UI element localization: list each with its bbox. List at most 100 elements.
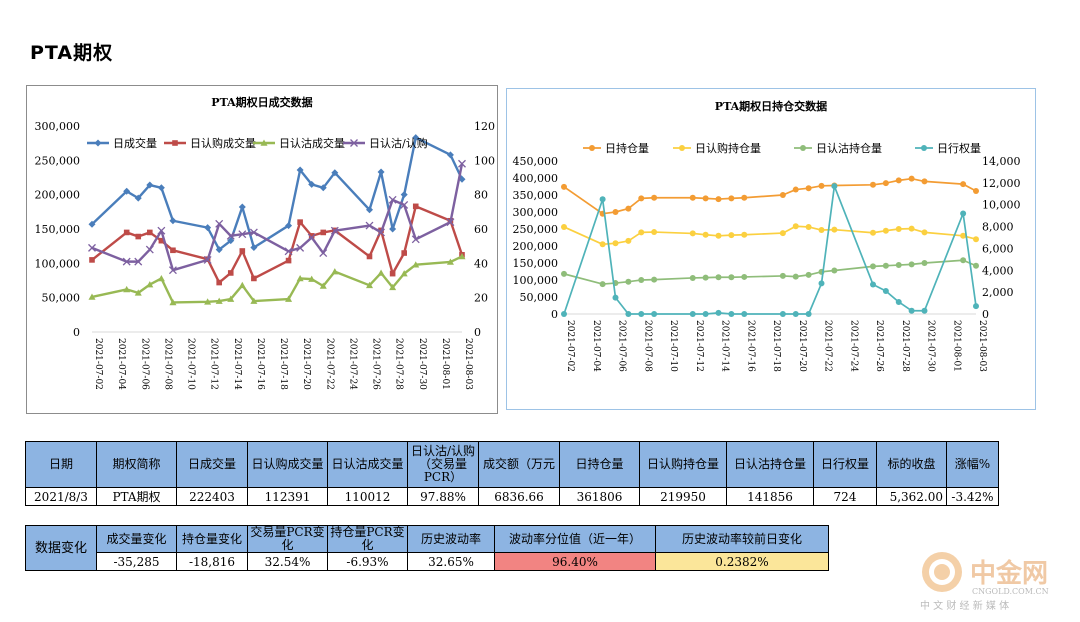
x-tick-label: 2021-08-01 — [440, 338, 450, 390]
series-point — [400, 270, 408, 277]
stats-header-cell: 日认购成交量 — [247, 441, 328, 488]
series-point — [831, 267, 838, 274]
legend-label: 日认沽持仓量 — [816, 141, 882, 155]
series-point — [612, 240, 619, 247]
series-point — [638, 311, 645, 317]
series-point — [638, 277, 645, 283]
series-point — [296, 166, 304, 174]
series-point — [331, 268, 339, 275]
series-point — [779, 230, 786, 237]
series-point — [779, 311, 786, 317]
stats-header-cell: 日成交量 — [176, 441, 248, 488]
series-point — [651, 194, 658, 201]
series-point — [779, 272, 786, 279]
series-point — [728, 274, 735, 281]
series-point — [170, 247, 176, 254]
series-point — [458, 175, 466, 183]
series-point — [689, 230, 696, 237]
series-point — [284, 247, 293, 256]
watermark-brand: 中金网 — [970, 558, 1048, 589]
x-tick-label: 2021-08-03 — [977, 320, 987, 372]
series-point-stroke — [122, 257, 131, 266]
series-point — [960, 181, 967, 188]
series-point — [172, 140, 178, 146]
series-point — [296, 243, 305, 252]
series-point-stroke — [145, 245, 154, 254]
series-point — [134, 257, 143, 266]
x-tick-label: 2021-07-12 — [209, 338, 219, 390]
y-right-tick-label: 0 — [982, 308, 989, 321]
x-tick-label: 2021-07-28 — [900, 320, 910, 372]
legend-item: 日认沽持仓量 — [794, 141, 882, 155]
series-point-stroke — [203, 255, 212, 264]
series-point — [715, 232, 722, 239]
series-point — [561, 223, 567, 230]
series-point — [146, 181, 154, 189]
x-tick-label: 2021-07-20 — [797, 320, 807, 372]
y-right-tick-label: 2,000 — [982, 286, 1014, 299]
series-point — [689, 274, 696, 281]
series-point — [741, 231, 748, 238]
y-right-tick-label: 60 — [474, 223, 488, 236]
x-tick-label: 2021-07-12 — [694, 320, 704, 372]
series-point — [800, 145, 806, 151]
legend-label: 日持仓量 — [605, 141, 649, 155]
y-right-tick-label: 4,000 — [982, 264, 1014, 277]
change-header-cell: 波动率分位值（近一年） — [494, 525, 656, 553]
series-point — [625, 278, 632, 285]
watermark-domain: CNGOLD.COM.CN — [972, 587, 1049, 596]
series-point — [882, 180, 889, 187]
series-point — [169, 298, 177, 306]
y-left-tick-label: 400,000 — [513, 172, 559, 185]
series-point — [285, 222, 293, 230]
series-point — [157, 274, 165, 282]
x-tick-label: 2021-07-16 — [745, 320, 755, 372]
x-tick-label: 2021-07-22 — [324, 338, 334, 390]
legend-label: 日认沽成交量 — [279, 136, 345, 150]
chart-title: PTA期权日成交数据 — [211, 95, 312, 109]
y-right-tick-label: 120 — [474, 120, 495, 133]
series-point — [561, 270, 567, 277]
series-point — [366, 206, 373, 214]
series-point — [251, 275, 257, 282]
series-point — [389, 270, 396, 277]
series-point-stroke — [350, 139, 358, 147]
y-right-tick-label: 14,000 — [982, 155, 1021, 168]
series-point — [921, 229, 928, 236]
series-point — [319, 282, 327, 289]
series-point — [599, 241, 606, 248]
series-point — [238, 281, 246, 289]
series-point — [625, 311, 632, 317]
series-point — [792, 223, 799, 230]
series-point — [308, 180, 316, 188]
series-point — [870, 181, 876, 188]
series-point — [625, 237, 632, 244]
page-title: PTA期权 — [30, 42, 114, 64]
series-point — [320, 229, 327, 236]
series-point-stroke — [411, 235, 420, 244]
series-point — [446, 218, 455, 227]
change-header-cell: 历史波动率较前日变化 — [655, 525, 829, 553]
series-point — [651, 229, 658, 236]
change-row-header: 数据变化 — [25, 525, 97, 571]
series-point — [350, 139, 358, 147]
series-point — [679, 145, 685, 151]
stats-cell: 361806 — [559, 487, 640, 506]
series-point — [728, 195, 735, 202]
series-line — [563, 185, 977, 315]
y-left-tick-label: 350,000 — [513, 189, 559, 202]
series-point — [168, 266, 177, 275]
series-point — [805, 185, 812, 192]
stats-header-cell: 日认沽/认购（交易量PCR） — [407, 441, 479, 488]
series-point-stroke — [157, 226, 166, 235]
series-point — [238, 230, 247, 239]
legend-item: 日认沽/认购 — [343, 136, 428, 150]
series-point-stroke — [215, 219, 224, 228]
series-point — [122, 257, 131, 266]
series-point — [741, 273, 748, 280]
series-point — [157, 184, 165, 192]
series-point-stroke — [307, 233, 316, 242]
y-left-tick-label: 200,000 — [513, 240, 559, 253]
y-left-tick-label: 300,000 — [513, 206, 559, 219]
series-point — [123, 229, 130, 236]
